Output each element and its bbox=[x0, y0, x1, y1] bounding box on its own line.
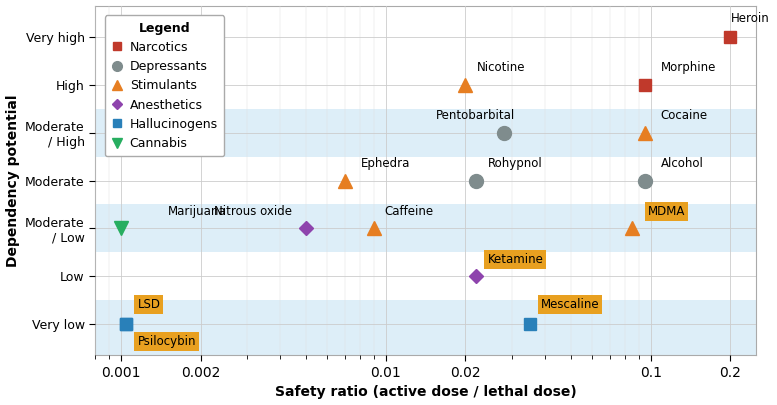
Text: Rohypnol: Rohypnol bbox=[487, 157, 542, 170]
Text: Psilocybin: Psilocybin bbox=[138, 335, 196, 348]
Text: Heroin: Heroin bbox=[730, 12, 769, 25]
Bar bbox=[95, 157, 756, 205]
Text: Marijuana: Marijuana bbox=[168, 205, 226, 218]
Text: Alcohol: Alcohol bbox=[661, 157, 704, 170]
Text: Nitrous oxide: Nitrous oxide bbox=[214, 205, 292, 218]
Text: Cocaine: Cocaine bbox=[661, 109, 708, 122]
Text: LSD: LSD bbox=[138, 298, 160, 311]
Text: Nicotine: Nicotine bbox=[476, 61, 525, 74]
Bar bbox=[95, 205, 756, 252]
Text: MDMA: MDMA bbox=[648, 205, 685, 218]
Legend: Narcotics, Depressants, Stimulants, Anesthetics, Hallucinogens, Cannabis: Narcotics, Depressants, Stimulants, Anes… bbox=[105, 15, 224, 156]
Text: Ephedra: Ephedra bbox=[361, 157, 410, 170]
Y-axis label: Dependency potential: Dependency potential bbox=[5, 94, 19, 267]
Bar bbox=[95, 109, 756, 157]
Text: Pentobarbital: Pentobarbital bbox=[435, 109, 514, 122]
Bar bbox=[95, 6, 756, 61]
Text: Ketamine: Ketamine bbox=[487, 253, 543, 266]
Bar bbox=[95, 61, 756, 109]
Text: Mescaline: Mescaline bbox=[541, 298, 600, 311]
Bar bbox=[95, 252, 756, 301]
Text: Caffeine: Caffeine bbox=[385, 205, 434, 218]
Text: Morphine: Morphine bbox=[661, 61, 716, 74]
Bar bbox=[95, 301, 756, 356]
X-axis label: Safety ratio (active dose / lethal dose): Safety ratio (active dose / lethal dose) bbox=[275, 386, 577, 399]
